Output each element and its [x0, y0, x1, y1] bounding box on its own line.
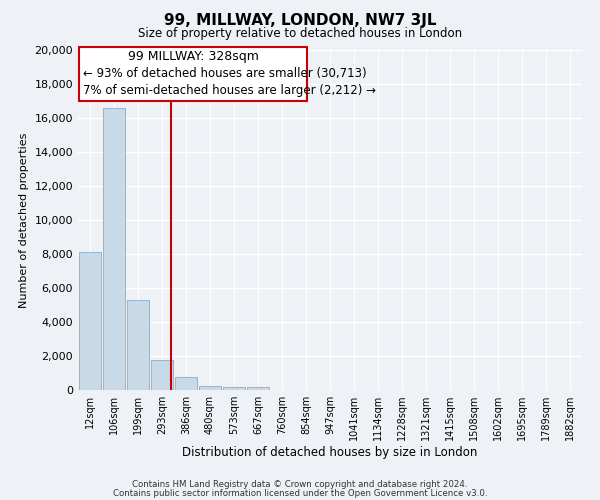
Text: 7% of semi-detached houses are larger (2,212) →: 7% of semi-detached houses are larger (2…: [83, 84, 376, 96]
Text: Size of property relative to detached houses in London: Size of property relative to detached ho…: [138, 28, 462, 40]
Bar: [103, 108, 125, 390]
Bar: [79, 252, 101, 390]
Bar: [127, 300, 149, 390]
FancyBboxPatch shape: [79, 46, 307, 101]
Text: 99 MILLWAY: 328sqm: 99 MILLWAY: 328sqm: [128, 50, 259, 63]
Y-axis label: Number of detached properties: Number of detached properties: [19, 132, 29, 308]
Bar: [175, 378, 197, 390]
Bar: [199, 386, 221, 390]
Bar: [151, 360, 173, 390]
Text: Contains HM Land Registry data © Crown copyright and database right 2024.: Contains HM Land Registry data © Crown c…: [132, 480, 468, 489]
Bar: [247, 388, 269, 390]
Text: Contains public sector information licensed under the Open Government Licence v3: Contains public sector information licen…: [113, 488, 487, 498]
Text: ← 93% of detached houses are smaller (30,713): ← 93% of detached houses are smaller (30…: [83, 68, 367, 80]
X-axis label: Distribution of detached houses by size in London: Distribution of detached houses by size …: [182, 446, 478, 459]
Bar: [223, 386, 245, 390]
Text: 99, MILLWAY, LONDON, NW7 3JL: 99, MILLWAY, LONDON, NW7 3JL: [164, 12, 436, 28]
